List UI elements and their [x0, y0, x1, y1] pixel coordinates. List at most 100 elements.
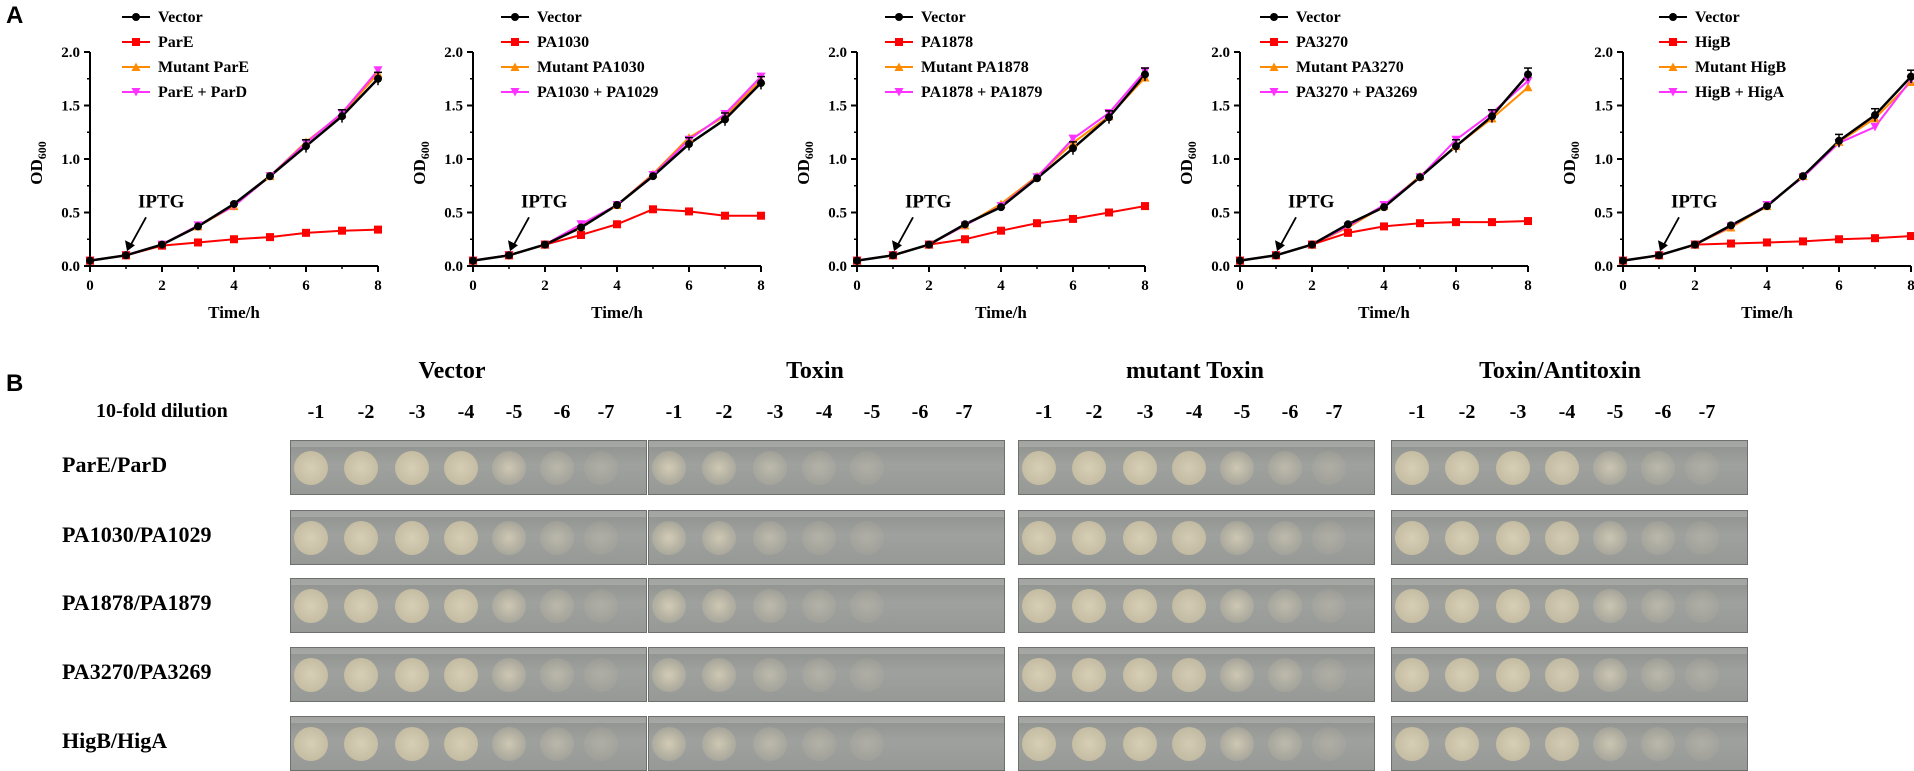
colony-spot	[1545, 727, 1579, 761]
x-axis-title: Time/h	[1358, 303, 1410, 322]
x-tick-label: 8	[757, 278, 765, 294]
colony-spot	[1172, 521, 1206, 555]
colony-spot	[1545, 451, 1579, 485]
row-label-higb-higa: HigB/HigA	[62, 728, 167, 754]
y-axis-title: OD600	[1177, 141, 1199, 185]
legend-label: PA3270 + PA3269	[1296, 84, 1417, 101]
colony-spot	[1312, 727, 1346, 761]
colony-spot	[1545, 589, 1579, 623]
column-header-mutant-toxin: mutant Toxin	[1005, 358, 1385, 385]
colony-spot	[1641, 727, 1675, 761]
data-point	[925, 241, 933, 249]
colony-spot	[1445, 451, 1479, 485]
colony-spot	[294, 589, 328, 623]
colony-spot	[702, 589, 736, 623]
legend-label: PA1030 + PA1029	[537, 84, 658, 101]
colony-spot	[294, 451, 328, 485]
dilution-number: -1	[1397, 401, 1437, 424]
colony-spot	[1022, 521, 1056, 555]
colony-spot	[344, 727, 378, 761]
column-header-toxin-antitoxin: Toxin/Antitoxin	[1370, 358, 1750, 385]
agar-plate	[290, 510, 647, 565]
colony-spot	[492, 658, 526, 692]
row-label-pa3270-pa3269: PA3270/PA3269	[62, 659, 212, 685]
colony-spot	[1593, 451, 1627, 485]
colony-spot	[1123, 521, 1157, 555]
dilution-number: -3	[755, 401, 795, 424]
colony-spot	[540, 451, 574, 485]
iptg-arrow	[1663, 217, 1679, 246]
legend-label: Mutant PA3270	[1296, 59, 1404, 76]
x-tick-label: 4	[997, 278, 1005, 294]
data-point	[1452, 218, 1460, 226]
colony-spot	[1172, 727, 1206, 761]
data-point	[1272, 251, 1280, 259]
x-tick-label: 0	[1236, 278, 1244, 294]
x-tick-label: 0	[1619, 278, 1627, 294]
column-header-toxin: Toxin	[625, 358, 1005, 385]
colony-spot	[492, 451, 526, 485]
dilution-number: -5	[1595, 401, 1635, 424]
iptg-arrow-head	[1658, 240, 1668, 251]
x-tick-label: 2	[925, 278, 933, 294]
dilution-number: -2	[346, 401, 386, 424]
dilution-number: -3	[1498, 401, 1538, 424]
colony-spot	[584, 521, 618, 555]
data-point	[997, 203, 1005, 211]
data-point	[338, 227, 346, 235]
colony-spot	[1022, 589, 1056, 623]
iptg-label: IPTG	[1288, 191, 1335, 212]
colony-spot	[652, 451, 686, 485]
colony-spot	[1312, 521, 1346, 555]
colony-spot	[802, 658, 836, 692]
y-tick-label: 1.5	[1594, 99, 1613, 115]
y-tick-label: 0.0	[1211, 259, 1230, 275]
data-point	[1524, 217, 1532, 225]
data-point	[1380, 222, 1388, 230]
x-axis-title: Time/h	[975, 303, 1027, 322]
series-line-1	[1240, 74, 1528, 260]
series-line-1	[90, 79, 378, 261]
dilution-number: -6	[1643, 401, 1683, 424]
iptg-label: IPTG	[905, 191, 952, 212]
colony-spot	[1545, 658, 1579, 692]
y-axis-title: OD600	[1560, 141, 1582, 185]
dilution-number: -1	[296, 401, 336, 424]
data-point	[194, 238, 202, 246]
agar-plate	[290, 647, 647, 702]
colony-spot	[1312, 589, 1346, 623]
colony-spot	[702, 521, 736, 555]
agar-plate	[1391, 440, 1748, 495]
colony-spot	[395, 589, 429, 623]
data-point	[1416, 173, 1424, 181]
colony-spot	[1593, 658, 1627, 692]
data-point	[649, 172, 657, 180]
legend-label: Vector	[1695, 9, 1740, 26]
dilution-number: -5	[1222, 401, 1262, 424]
data-point	[649, 205, 657, 213]
colony-spot	[753, 727, 787, 761]
agar-plate	[1018, 440, 1375, 495]
colony-spot	[1220, 727, 1254, 761]
y-tick-label: 1.0	[828, 152, 847, 168]
dilution-number: -2	[704, 401, 744, 424]
colony-spot	[1545, 521, 1579, 555]
legend-label: HigB	[1695, 34, 1731, 51]
row-label-pa1878-pa1879: PA1878/PA1879	[62, 590, 212, 616]
dilution-number: -4	[1547, 401, 1587, 424]
legend-marker	[895, 38, 903, 46]
y-tick-label: 0.0	[828, 259, 847, 275]
colony-spot	[1445, 727, 1479, 761]
colony-spot	[1123, 589, 1157, 623]
legend-label: Vector	[1296, 9, 1341, 26]
colony-spot	[294, 521, 328, 555]
colony-spot	[1445, 521, 1479, 555]
legend-marker	[1669, 13, 1677, 21]
y-tick-label: 2.0	[444, 45, 463, 61]
iptg-arrow	[1280, 217, 1296, 246]
legend-label: Vector	[921, 9, 966, 26]
data-point	[194, 222, 202, 230]
colony-spot	[1220, 451, 1254, 485]
colony-spot	[802, 589, 836, 623]
colony-spot	[492, 521, 526, 555]
